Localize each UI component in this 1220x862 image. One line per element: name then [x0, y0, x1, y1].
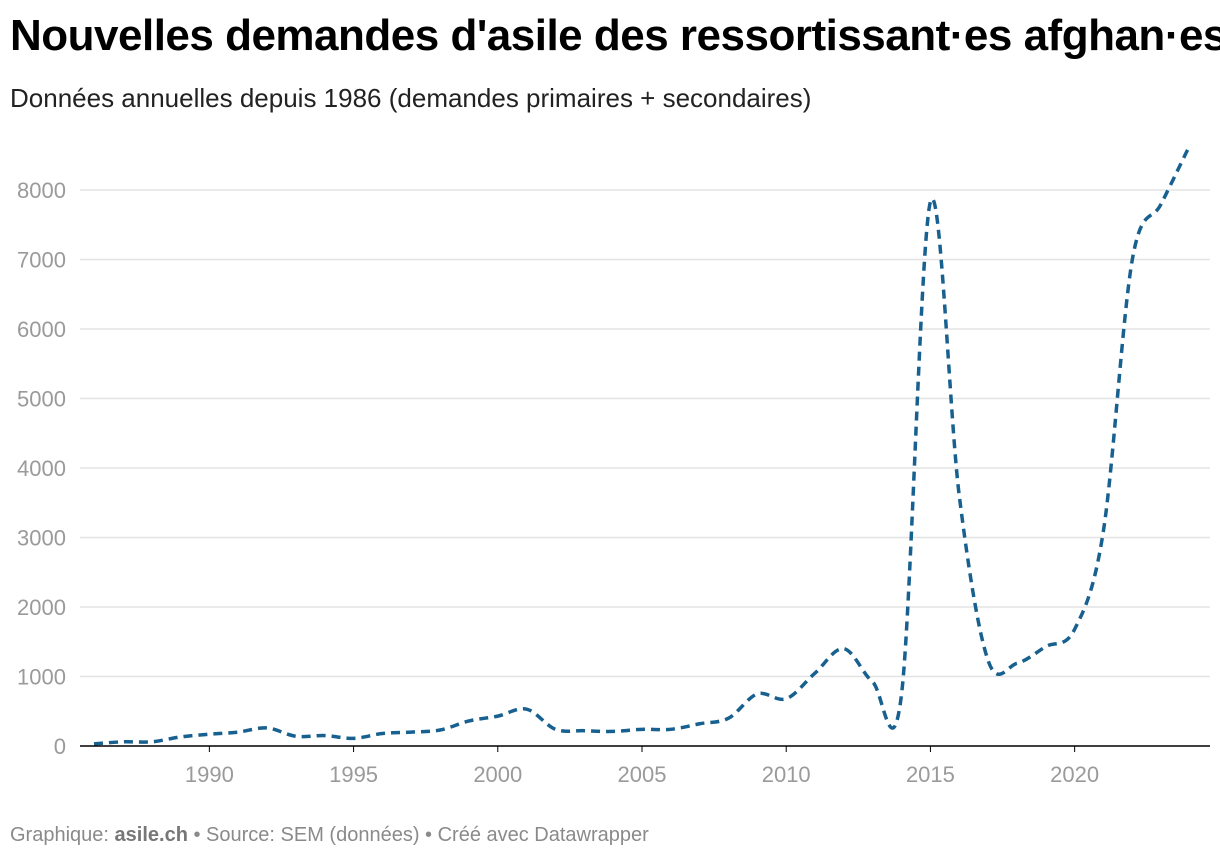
data-point-2011: [813, 671, 817, 675]
chart-footer: Graphique: asile.ch • Source: SEM (donné…: [10, 824, 649, 847]
y-tick-label-3000: 3000: [17, 526, 66, 551]
x-tick-label-2015: 2015: [906, 762, 955, 787]
data-point-1993: [294, 734, 298, 738]
y-tick-label-2000: 2000: [17, 595, 66, 620]
data-point-2010: [784, 697, 788, 701]
y-tick-label-4000: 4000: [17, 456, 66, 481]
data-point-1988: [150, 740, 154, 744]
data-point-2001: [525, 707, 529, 711]
y-tick-label-1000: 1000: [17, 665, 66, 690]
x-axis-tick-labels: 1990 1995 2000 2005 2010 2015 2020: [185, 746, 1099, 787]
gridlines: [80, 189, 1210, 678]
data-point-2009: [755, 692, 759, 696]
x-tick-label-2010: 2010: [762, 762, 811, 787]
data-point-2023: [1159, 202, 1163, 206]
footer-brand-link[interactable]: asile.ch: [114, 824, 188, 846]
data-point-2000: [496, 714, 500, 718]
data-point-2019: [1044, 645, 1048, 649]
data-points: [92, 143, 1192, 746]
data-point-1995: [352, 736, 356, 740]
data-point-2020: [1073, 627, 1077, 631]
data-point-1999: [467, 719, 471, 723]
data-point-2004: [611, 729, 615, 733]
chart-subtitle: Données annuelles depuis 1986 (demandes …: [10, 83, 812, 113]
footer-source: • Source: SEM (données) • Créé avec Data…: [193, 824, 649, 846]
x-tick-label-2000: 2000: [473, 762, 522, 787]
data-point-2002: [553, 727, 557, 731]
y-tick-label-8000: 8000: [17, 178, 66, 203]
data-point-2022: [1130, 258, 1134, 262]
y-tick-label-0: 0: [54, 734, 66, 759]
series-line: [93, 144, 1192, 746]
data-point-2021: [1101, 529, 1105, 533]
data-point-2012: [842, 647, 846, 651]
data-point-2008: [727, 716, 731, 720]
data-point-2018: [1015, 661, 1019, 665]
data-point-1998: [438, 728, 442, 732]
y-tick-label-7000: 7000: [17, 248, 66, 273]
data-point-2014: [900, 692, 904, 696]
data-point-1994: [323, 734, 327, 738]
data-point-2016: [957, 494, 961, 498]
data-point-2024: [1188, 143, 1192, 147]
y-tick-label-6000: 6000: [17, 317, 66, 342]
x-tick-label-1995: 1995: [329, 762, 378, 787]
data-point-2013: [871, 680, 875, 684]
y-axis-tick-labels: 0 1000 2000 3000 4000 5000 6000 7000 8000: [17, 178, 66, 759]
data-point-1990: [207, 732, 211, 736]
data-point-1997: [409, 730, 413, 734]
data-point-2005: [640, 727, 644, 731]
data-point-2003: [582, 729, 586, 733]
data-point-1991: [236, 730, 240, 734]
data-point-1987: [121, 740, 125, 744]
x-tick-label-1990: 1990: [185, 762, 234, 787]
footer-prefix: Graphique:: [10, 824, 109, 846]
x-tick-label-2020: 2020: [1050, 762, 1099, 787]
data-point-2015: [928, 200, 932, 204]
chart-title: Nouvelles demandes d'asile des ressortis…: [10, 11, 1220, 60]
data-point-2006: [669, 727, 673, 731]
y-tick-label-5000: 5000: [17, 387, 66, 412]
data-point-1989: [179, 735, 183, 739]
data-point-2007: [698, 722, 702, 726]
data-point-1996: [380, 731, 384, 735]
data-point-2017: [986, 659, 990, 663]
data-point-1992: [265, 726, 269, 730]
x-tick-label-2005: 2005: [618, 762, 667, 787]
